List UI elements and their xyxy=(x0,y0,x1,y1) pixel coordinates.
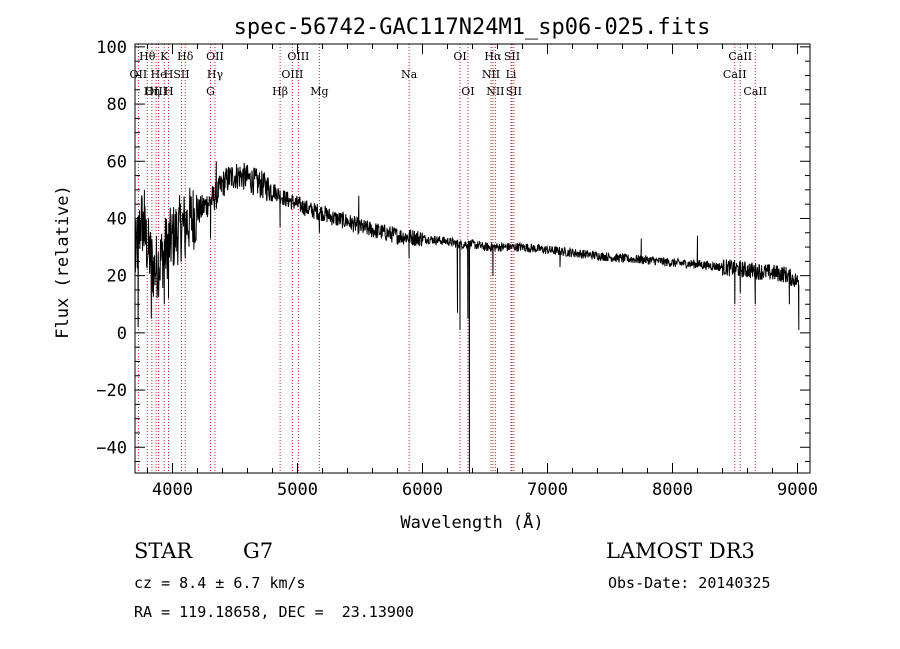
spectral-line-label: SII xyxy=(173,68,189,81)
spectral-line-label: OII xyxy=(130,68,148,81)
plot-frame xyxy=(134,43,811,474)
y-tick-label: 0 xyxy=(117,324,127,344)
x-tick-label: 5000 xyxy=(277,480,318,500)
spectral-line-label: G xyxy=(206,85,215,98)
object-class: STAR xyxy=(134,539,193,563)
spectral-line-label: OIII xyxy=(287,50,309,63)
spectral-line-label: Li xyxy=(506,68,517,81)
spectral-line-label: OIII xyxy=(281,68,303,81)
spectral-line-label: OI xyxy=(453,50,466,63)
chart-title: spec-56742-GAC117N24M1_sp06-025.fits xyxy=(234,15,711,40)
observation-date: Obs-Date: 20140325 xyxy=(608,574,771,592)
spectrum-line xyxy=(134,161,800,474)
spectral-line-label: OI xyxy=(461,85,474,98)
y-tick-label: −40 xyxy=(96,438,127,458)
spectral-line-label: K xyxy=(160,50,169,63)
redshift-cz: cz = 8.4 ± 6.7 km/s xyxy=(134,574,306,592)
coordinates: RA = 119.18658, DEC = 23.13900 xyxy=(134,603,414,621)
spectral-line-label: H xyxy=(164,85,174,98)
x-tick-label: 9000 xyxy=(777,480,818,500)
x-tick-label: 6000 xyxy=(402,480,443,500)
spectral-line-label: NII xyxy=(486,85,504,98)
spectral-line-label: CaII xyxy=(728,50,752,63)
y-axis-label: Flux (relative) xyxy=(53,185,73,339)
y-tick-label: 100 xyxy=(96,38,127,58)
spectral-line-label: CaII xyxy=(743,85,767,98)
y-tick-label: 80 xyxy=(107,95,127,115)
spectral-line-markers xyxy=(137,44,756,473)
y-tick-label: 20 xyxy=(107,267,127,287)
spectral-line-label: SII xyxy=(504,50,520,63)
y-tick-label: 60 xyxy=(107,152,127,172)
spectral-line-label: Mg xyxy=(310,85,328,98)
spectral-line-label: Hα xyxy=(484,50,502,63)
spectral-line-label: Hη xyxy=(144,85,160,98)
y-tick-label: −20 xyxy=(96,381,127,401)
spectral-line-label: SII xyxy=(506,85,522,98)
spectral-line-label: Hγ xyxy=(207,68,224,81)
spectral-line-label: CaII xyxy=(723,68,747,81)
spectral-line-label: Na xyxy=(401,68,418,81)
spectral-line-label: H xyxy=(164,68,174,81)
x-tick-label: 4000 xyxy=(152,480,193,500)
axis-tick-labels: 4000 5000 6000 7000 8000 9000 −40 −20 0 20 40 60 80 1… xyxy=(96,38,818,500)
axis-ticks xyxy=(135,44,810,473)
spectral-line-label: Hθ xyxy=(139,50,156,63)
spectral-line-label: OIII xyxy=(145,85,167,98)
spectral-line-label: NII xyxy=(482,68,500,81)
x-tick-label: 7000 xyxy=(527,480,568,500)
survey-name: LAMOST DR3 xyxy=(606,539,755,563)
x-tick-label: 8000 xyxy=(652,480,693,500)
x-axis-label: Wavelength (Å) xyxy=(400,511,543,533)
spectral-line-label: Hδ xyxy=(177,50,194,63)
spectral-line-label: OII xyxy=(206,50,224,63)
spectral-line-label: He xyxy=(151,68,167,81)
spectral-line-label: Hβ xyxy=(272,85,288,98)
y-tick-label: 40 xyxy=(107,209,127,229)
subclass: G7 xyxy=(243,539,274,563)
